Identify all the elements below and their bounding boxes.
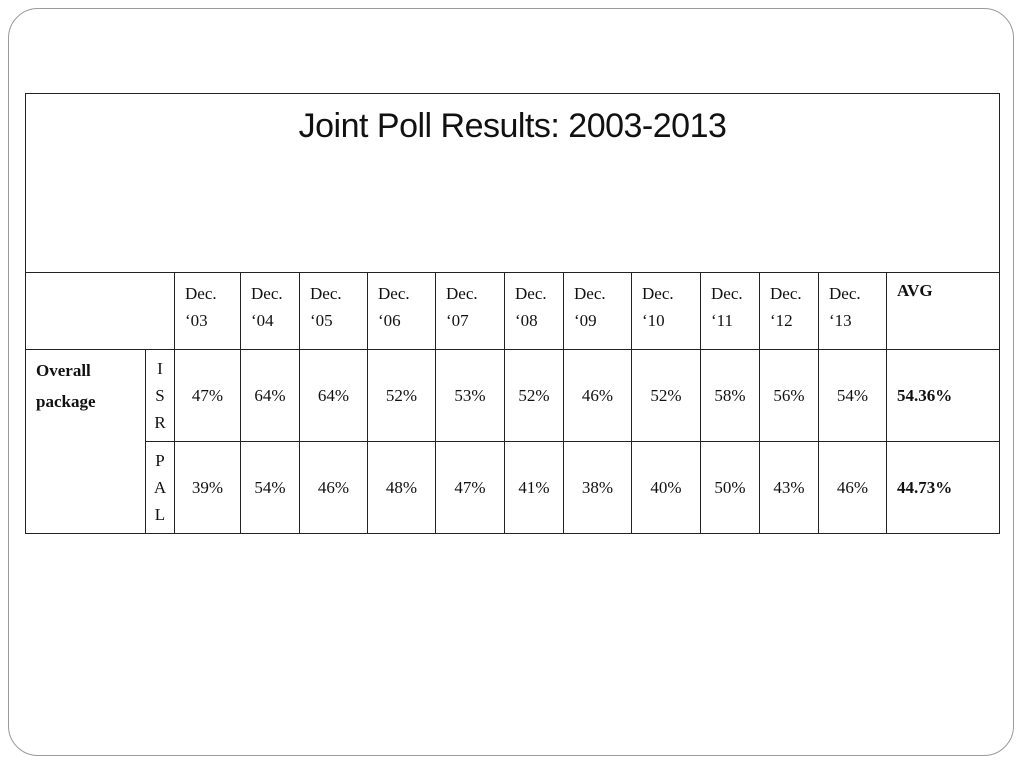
table-cell: 47% <box>435 441 505 534</box>
table-cell: 53% <box>435 349 505 442</box>
avg-header-label: AVG <box>897 281 933 300</box>
slide-frame <box>8 8 1014 756</box>
avg-column-header: AVG <box>885 272 1001 350</box>
category-label: Overall package <box>36 361 96 411</box>
table-cell: 48% <box>367 441 436 534</box>
column-header: Dec. ‘11 <box>700 272 760 350</box>
column-header: Dec. ‘06 <box>367 272 436 350</box>
column-header-label: Dec. ‘04 <box>251 284 283 330</box>
column-header-label: Dec. ‘13 <box>829 284 861 330</box>
column-header-label: Dec. ‘06 <box>378 284 410 330</box>
table-cell: 40% <box>631 441 701 534</box>
column-header: Dec. ‘13 <box>818 272 887 350</box>
column-header-label: Dec. ‘10 <box>642 284 674 330</box>
avg-cell: 44.73% <box>885 441 1001 534</box>
column-header: Dec. ‘03 <box>174 272 241 350</box>
column-header: Dec. ‘08 <box>504 272 564 350</box>
poll-results-table: Joint Poll Results: 2003-2013 Dec. ‘03 D… <box>24 93 1001 534</box>
title-cell: Joint Poll Results: 2003-2013 <box>24 93 1001 273</box>
table-cell: 50% <box>700 441 760 534</box>
column-header: Dec. ‘07 <box>435 272 505 350</box>
category-cell: Overall package <box>25 349 146 534</box>
table-cell: 54% <box>240 441 300 534</box>
column-header-label: Dec. ‘12 <box>770 284 802 330</box>
table-cell: 41% <box>504 441 564 534</box>
column-header: Dec. ‘04 <box>240 272 300 350</box>
group-cell-isr: I S R <box>145 349 175 442</box>
table-cell: 58% <box>700 349 760 442</box>
header-blank-cell <box>25 272 175 350</box>
column-header-label: Dec. ‘09 <box>574 284 606 330</box>
column-header-label: Dec. ‘08 <box>515 284 547 330</box>
table-cell: 39% <box>174 441 241 534</box>
table-cell: 52% <box>367 349 436 442</box>
group-label: I S R <box>154 359 166 432</box>
table-title: Joint Poll Results: 2003-2013 <box>298 107 727 145</box>
column-header-label: Dec. ‘05 <box>310 284 342 330</box>
table-cell: 46% <box>299 441 368 534</box>
table-cell: 46% <box>818 441 887 534</box>
group-label: P A L <box>153 451 167 524</box>
table-cell: 54% <box>818 349 887 442</box>
table-cell: 52% <box>504 349 564 442</box>
table-cell: 56% <box>759 349 819 442</box>
table-cell: 47% <box>174 349 241 442</box>
group-cell-pal: P A L <box>145 441 175 534</box>
avg-cell: 54.36% <box>885 349 1001 442</box>
table-cell: 43% <box>759 441 819 534</box>
column-header-label: Dec. ‘03 <box>185 284 217 330</box>
table-cell: 64% <box>299 349 368 442</box>
column-header: Dec. ‘05 <box>299 272 368 350</box>
column-header-label: Dec. ‘11 <box>711 284 743 330</box>
column-header: Dec. ‘09 <box>563 272 632 350</box>
table-cell: 38% <box>563 441 632 534</box>
table-cell: 46% <box>563 349 632 442</box>
table-cell: 64% <box>240 349 300 442</box>
column-header: Dec. ‘10 <box>631 272 701 350</box>
column-header: Dec. ‘12 <box>759 272 819 350</box>
table-cell: 52% <box>631 349 701 442</box>
column-header-label: Dec. ‘07 <box>446 284 478 330</box>
